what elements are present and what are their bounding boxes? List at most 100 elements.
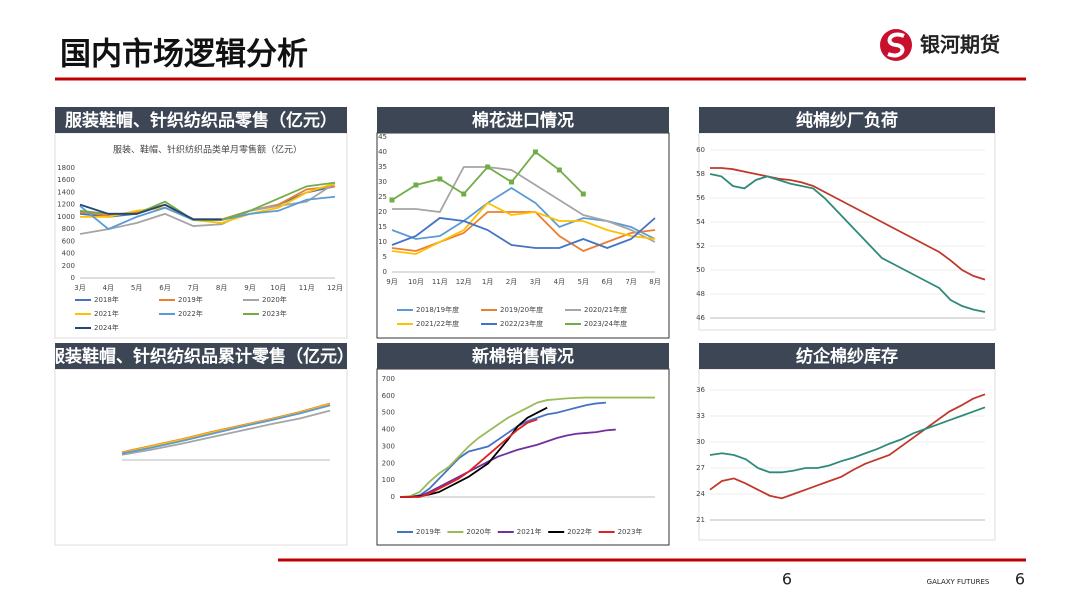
series-line: [709, 406, 986, 474]
y-tick-label: 30: [378, 178, 387, 186]
x-tick-label: 8月: [649, 278, 660, 286]
y-tick-label: 600: [382, 392, 395, 400]
panel-title-bar: [699, 107, 995, 133]
y-tick-label: 1200: [57, 201, 75, 209]
point: [413, 182, 419, 188]
y-tick-label: 54: [696, 218, 705, 226]
legend-label: 2020/21年度: [584, 305, 627, 314]
y-tick-label: 200: [62, 262, 75, 270]
legend-label: 2021年: [94, 309, 119, 318]
series-line: [709, 173, 986, 313]
x-tick-label: 7月: [188, 284, 199, 292]
y-tick-label: 58: [696, 170, 705, 178]
chart-subtitle: 服装、鞋帽、针织纺织品类单月零售额（亿元）: [113, 144, 302, 156]
y-tick-label: 46: [696, 314, 705, 322]
y-tick-label: 33: [696, 412, 705, 420]
panel-title: 新棉销售情况: [472, 346, 574, 367]
point: [532, 149, 538, 155]
panel-title-bar: [377, 343, 669, 369]
legend-label: 2024年: [94, 323, 119, 332]
panel-title: 纺企棉纱库存: [796, 346, 898, 367]
y-tick-label: 20: [378, 208, 387, 216]
y-tick-label: 50: [696, 266, 705, 274]
legend-label: 2023/24年度: [584, 319, 627, 328]
y-tick-label: 45: [378, 133, 387, 141]
x-tick-label: 6月: [159, 284, 170, 292]
x-tick-label: 5月: [578, 278, 589, 286]
panel-title: 服装鞋帽、针织纺织品累计零售（亿元）: [48, 346, 354, 367]
page-number-right: 6: [1015, 570, 1025, 589]
y-tick-label: 5: [383, 253, 387, 261]
point: [485, 164, 491, 170]
legend-label: 2020年: [262, 295, 287, 304]
x-tick-label: 3月: [530, 278, 541, 286]
legend-label: 2018/19年度: [416, 305, 459, 314]
legend-label: 2023年: [262, 309, 287, 318]
y-tick-label: 800: [62, 225, 75, 233]
point: [437, 176, 443, 182]
x-tick-label: 4月: [103, 284, 114, 292]
series-line: [79, 182, 336, 235]
panel: [54, 132, 348, 339]
x-tick-label: 5月: [131, 284, 142, 292]
y-tick-label: 48: [696, 290, 705, 298]
y-tick-label: 100: [382, 476, 395, 484]
y-tick-label: 1400: [57, 188, 75, 196]
y-tick-label: 700: [382, 375, 395, 383]
y-tick-label: 56: [696, 194, 705, 202]
y-tick-label: 300: [382, 442, 395, 450]
y-tick-label: 25: [378, 193, 387, 201]
x-tick-label: 10月: [270, 284, 286, 292]
y-tick-label: 27: [696, 464, 705, 472]
y-tick-label: 500: [382, 409, 395, 417]
logo-s: [887, 32, 905, 58]
panel-title: 服装鞋帽、针织纺织品零售（亿元）: [65, 110, 337, 131]
x-tick-label: 11月: [432, 278, 448, 286]
point: [389, 197, 395, 203]
series-line: [121, 409, 331, 456]
panel: [698, 132, 996, 331]
series-line: [710, 167, 986, 281]
x-tick-label: 9月: [244, 284, 255, 292]
y-tick-label: 0: [71, 274, 75, 282]
y-tick-label: 60: [696, 146, 705, 154]
y-tick-label: 200: [382, 459, 395, 467]
point: [461, 191, 467, 197]
y-tick-label: 1600: [57, 176, 75, 184]
y-tick-label: 600: [62, 237, 75, 245]
y-tick-label: 15: [378, 223, 387, 231]
x-tick-label: 2月: [506, 278, 517, 286]
series-line: [391, 201, 656, 255]
y-tick-label: 400: [62, 250, 75, 258]
series-line: [392, 166, 656, 243]
y-tick-label: 40: [378, 148, 387, 156]
point: [556, 167, 562, 173]
panel-title-bar: [699, 343, 995, 369]
x-tick-label: 7月: [625, 278, 636, 286]
series-line: [400, 418, 538, 498]
x-tick-label: 8月: [216, 284, 227, 292]
series-line: [709, 393, 986, 500]
panel-title: 纯棉纱厂负荷: [796, 110, 898, 131]
logo-text: 银河期货: [920, 33, 1000, 57]
y-tick-label: 24: [696, 490, 705, 498]
x-tick-label: 9月: [386, 278, 397, 286]
y-tick-label: 400: [382, 426, 395, 434]
legend-label: 2023年: [618, 527, 643, 536]
panel-title-bar: [55, 107, 347, 133]
legend-label: 2018年: [94, 295, 119, 304]
x-tick-label: 10月: [408, 278, 424, 286]
panel: [698, 368, 996, 541]
brand: GALAXY FUTURES: [927, 578, 990, 586]
series-line: [399, 396, 655, 498]
series-line: [121, 404, 331, 455]
legend-label: 2022年: [567, 527, 592, 536]
x-tick-label: 12月: [456, 278, 472, 286]
series-line: [400, 428, 616, 498]
legend-label: 2021/22年度: [416, 319, 459, 328]
series-line: [400, 401, 607, 498]
slide-title: 国内市场逻辑分析: [60, 37, 308, 73]
y-tick-label: 35: [378, 163, 387, 171]
x-tick-label: 4月: [554, 278, 565, 286]
